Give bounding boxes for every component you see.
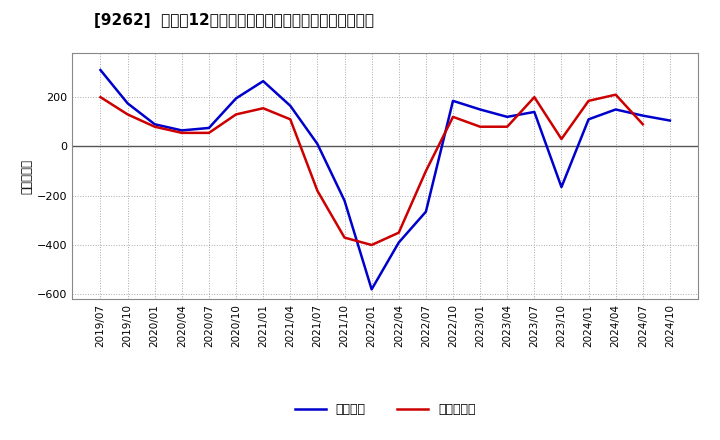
当期純利益 [367,242,376,248]
経常利益 [259,78,268,84]
Y-axis label: （百万円）: （百万円） [21,158,34,194]
Text: [9262]  利益だ12か月移動合計の対前年同期増減額の推移: [9262] 利益だ12か月移動合計の対前年同期増減額の推移 [94,13,374,28]
当期純利益 [395,230,403,235]
当期純利益 [96,95,105,100]
経常利益 [96,67,105,73]
当期純利益 [123,112,132,117]
当期純利益 [584,98,593,103]
当期純利益 [341,235,349,240]
経常利益 [530,109,539,114]
Line: 経常利益: 経常利益 [101,70,670,290]
経常利益 [123,101,132,106]
当期純利益 [557,136,566,142]
経常利益 [367,287,376,292]
当期純利益 [178,130,186,136]
当期純利益 [313,188,322,194]
経常利益 [204,125,213,131]
当期純利益 [503,124,511,129]
当期純利益 [259,106,268,111]
当期純利益 [449,114,457,120]
経常利益 [421,209,430,214]
当期純利益 [421,169,430,174]
経常利益 [150,121,159,127]
経常利益 [611,107,620,112]
経常利益 [341,198,349,203]
Line: 当期純利益: 当期純利益 [101,95,643,245]
経常利益 [476,107,485,112]
経常利益 [503,114,511,120]
当期純利益 [639,121,647,127]
当期純利益 [204,130,213,136]
経常利益 [232,96,240,101]
経常利益 [449,98,457,103]
経常利益 [395,240,403,245]
経常利益 [639,113,647,118]
当期純利益 [232,112,240,117]
経常利益 [313,141,322,147]
Legend: 経常利益, 当期純利益: 経常利益, 当期純利益 [289,398,481,421]
当期純利益 [286,117,294,122]
当期純利益 [476,124,485,129]
経常利益 [557,184,566,190]
経常利益 [665,118,674,123]
経常利益 [286,103,294,108]
当期純利益 [150,124,159,129]
当期純利益 [530,95,539,100]
経常利益 [584,117,593,122]
経常利益 [178,128,186,133]
当期純利益 [611,92,620,97]
